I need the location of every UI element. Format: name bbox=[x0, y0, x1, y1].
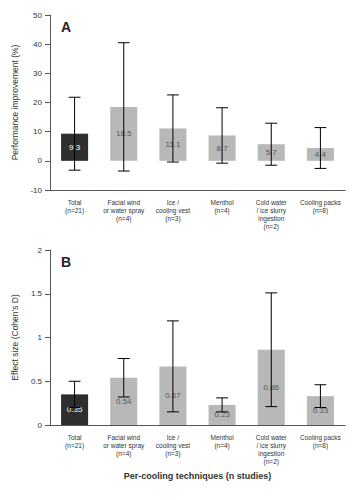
svg-text:0.67: 0.67 bbox=[165, 391, 181, 401]
svg-text:A: A bbox=[61, 19, 71, 35]
svg-text:2: 2 bbox=[38, 246, 43, 255]
svg-text:ingestion: ingestion bbox=[258, 450, 284, 458]
svg-text:Ice /: Ice / bbox=[167, 434, 179, 441]
svg-text:(n=4): (n=4) bbox=[214, 207, 229, 215]
svg-text:(n=3): (n=3) bbox=[165, 450, 180, 458]
svg-text:Facial wind: Facial wind bbox=[107, 434, 140, 441]
svg-text:(n=21): (n=21) bbox=[65, 442, 84, 450]
svg-text:40: 40 bbox=[33, 40, 42, 49]
svg-text:ingestion: ingestion bbox=[258, 215, 284, 223]
svg-text:Effect size (Cohen's D): Effect size (Cohen's D) bbox=[10, 294, 20, 381]
svg-text:0.86: 0.86 bbox=[263, 382, 279, 392]
svg-text:50: 50 bbox=[33, 11, 42, 20]
svg-text:Facial wind: Facial wind bbox=[107, 199, 140, 206]
svg-text:11.1: 11.1 bbox=[165, 140, 181, 150]
svg-text:0.23: 0.23 bbox=[214, 410, 230, 419]
svg-text:(n=4): (n=4) bbox=[116, 215, 131, 223]
svg-text:0.5: 0.5 bbox=[31, 377, 43, 386]
svg-text:Cooling packs: Cooling packs bbox=[300, 199, 342, 207]
svg-text:1: 1 bbox=[38, 333, 43, 342]
svg-text:Menthol: Menthol bbox=[211, 199, 235, 206]
svg-text:or water spray: or water spray bbox=[103, 442, 145, 450]
svg-text:5.7: 5.7 bbox=[265, 148, 277, 157]
svg-text:Menthol: Menthol bbox=[211, 434, 235, 441]
svg-text:or water spray: or water spray bbox=[103, 207, 145, 215]
svg-text:1.5: 1.5 bbox=[31, 289, 43, 298]
svg-text:/ ice slurry: / ice slurry bbox=[256, 207, 286, 215]
svg-text:/ ice slurry: / ice slurry bbox=[256, 442, 286, 450]
svg-text:Cooling packs: Cooling packs bbox=[300, 434, 342, 442]
svg-text:Performance improvement (%): Performance improvement (%) bbox=[10, 44, 20, 160]
svg-text:Total: Total bbox=[68, 199, 82, 206]
svg-text:Cold water: Cold water bbox=[256, 199, 288, 206]
svg-text:8.7: 8.7 bbox=[216, 143, 228, 153]
svg-text:0.35: 0.35 bbox=[66, 405, 83, 415]
svg-text:18.5: 18.5 bbox=[116, 129, 132, 139]
svg-text:Total: Total bbox=[68, 434, 82, 441]
svg-text:10: 10 bbox=[33, 127, 42, 136]
svg-text:cooling vest: cooling vest bbox=[156, 442, 191, 450]
svg-text:0.54: 0.54 bbox=[116, 397, 132, 406]
svg-text:9.3: 9.3 bbox=[69, 142, 81, 152]
svg-text:Ice /: Ice / bbox=[167, 199, 179, 206]
svg-text:0.33: 0.33 bbox=[313, 406, 329, 415]
svg-text:(n=21): (n=21) bbox=[65, 207, 84, 215]
svg-text:0: 0 bbox=[38, 156, 43, 165]
svg-text:cooling vest: cooling vest bbox=[156, 207, 191, 215]
svg-text:(n=2): (n=2) bbox=[264, 458, 279, 466]
svg-text:30: 30 bbox=[33, 69, 42, 78]
svg-text:(n=4): (n=4) bbox=[214, 442, 229, 450]
svg-text:4.4: 4.4 bbox=[314, 149, 326, 159]
svg-text:(n=3): (n=3) bbox=[165, 215, 180, 223]
svg-text:-10: -10 bbox=[30, 186, 42, 195]
svg-text:(n=8): (n=8) bbox=[313, 442, 328, 450]
svg-text:(n=8): (n=8) bbox=[313, 207, 328, 215]
svg-text:20: 20 bbox=[33, 98, 42, 107]
svg-text:(n=2): (n=2) bbox=[264, 223, 279, 231]
svg-text:Per-cooling techniques (n stud: Per-cooling techniques (n studies) bbox=[124, 471, 272, 481]
svg-text:0: 0 bbox=[38, 421, 43, 430]
svg-text:Cold water: Cold water bbox=[256, 434, 288, 441]
svg-text:(n=4): (n=4) bbox=[116, 450, 131, 458]
svg-text:B: B bbox=[61, 254, 71, 270]
